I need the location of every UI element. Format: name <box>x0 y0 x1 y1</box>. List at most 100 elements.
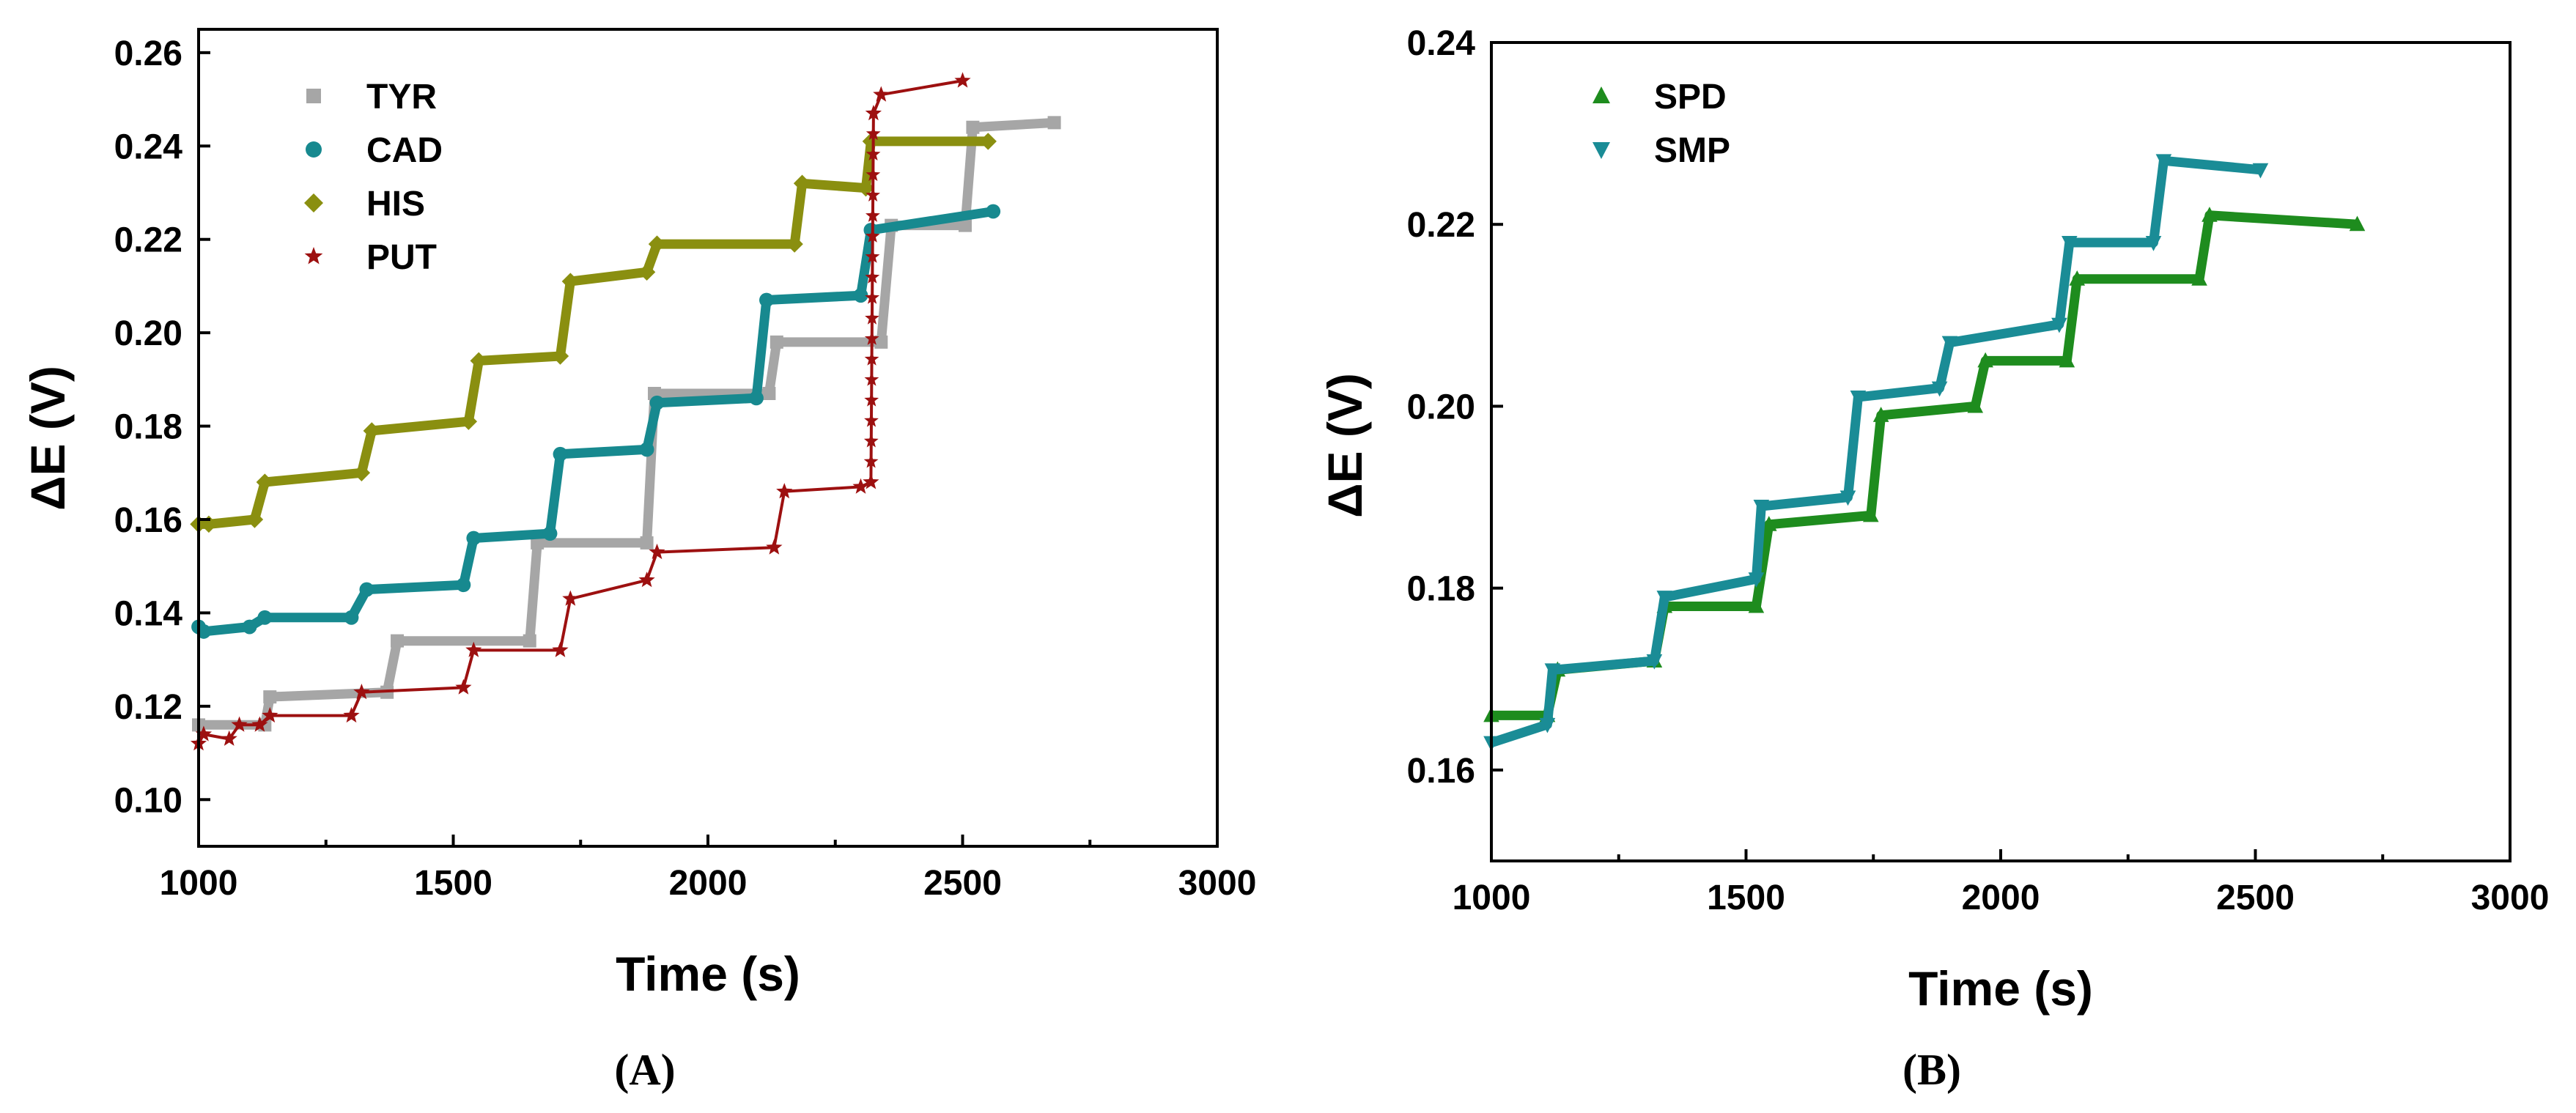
data-point-put <box>866 167 881 181</box>
y-tick-label-a: 0.16 <box>114 501 182 540</box>
data-point-his <box>979 133 997 150</box>
data-point-cad <box>759 292 774 308</box>
data-point-cad <box>542 526 558 541</box>
x-tick-label-a: 1500 <box>414 864 492 903</box>
x-tick-label-a: 2000 <box>669 864 748 903</box>
data-point-smp <box>2145 236 2162 251</box>
data-point-put <box>231 716 248 732</box>
data-point-put <box>866 126 881 141</box>
x-tick-label-b: 1000 <box>1453 879 1531 917</box>
legend-marker-his <box>304 193 323 212</box>
data-point-smp <box>2155 154 2172 170</box>
data-point-spd <box>1872 407 1889 422</box>
data-point-cad <box>242 619 257 635</box>
data-point-tyr <box>640 536 654 550</box>
data-point-put <box>221 730 237 746</box>
data-point-spd <box>1760 516 1777 531</box>
data-point-put <box>852 478 869 494</box>
data-point-his <box>638 263 656 281</box>
legend-item-smp: SMP <box>1593 131 1730 170</box>
data-point-put <box>262 706 278 723</box>
data-point-tyr <box>762 386 776 400</box>
legend-a: TYR CAD HIS PUT <box>304 78 443 277</box>
data-point-put <box>195 725 213 742</box>
data-point-smp <box>2252 163 2269 179</box>
data-point-his <box>561 273 580 290</box>
legend-label-spd: SPD <box>1654 78 1727 117</box>
x-tick-label-b: 1500 <box>1707 879 1785 917</box>
legend-item-his: HIS <box>304 185 425 223</box>
data-point-smp <box>2051 317 2067 333</box>
legend-marker-put <box>304 247 323 265</box>
data-point-cad <box>853 288 868 303</box>
legend-marker-cad <box>306 141 322 158</box>
data-point-put <box>864 351 879 366</box>
data-point-his <box>648 235 666 253</box>
data-point-put <box>865 229 880 243</box>
data-point-spd <box>2191 270 2207 286</box>
data-point-tyr <box>263 690 277 704</box>
data-point-smp <box>1748 572 1765 588</box>
y-tick-label-a: 0.22 <box>114 221 182 260</box>
data-point-his <box>246 511 264 528</box>
data-point-put <box>863 473 879 489</box>
data-point-smp <box>1656 591 1673 606</box>
panel-label-a: (A) <box>614 1046 675 1094</box>
data-point-cad <box>639 442 654 457</box>
y-tick-label-a: 0.12 <box>114 688 182 727</box>
legend-label-cad: CAD <box>366 131 443 170</box>
data-point-put <box>562 590 579 606</box>
data-point-put <box>638 572 655 588</box>
data-point-his <box>551 347 569 365</box>
data-point-put <box>873 86 890 102</box>
data-point-put <box>866 188 880 201</box>
data-point-spd <box>2069 270 2086 286</box>
data-point-smp <box>1753 499 1770 515</box>
plot-area-b <box>1483 154 2366 752</box>
data-point-his <box>470 352 487 370</box>
series-line-put <box>197 79 963 744</box>
legend-b: SPD SMP <box>1593 78 1730 170</box>
data-point-tyr <box>391 634 405 648</box>
data-point-put <box>465 641 482 657</box>
data-point-cad <box>986 204 1001 219</box>
data-point-smp <box>1539 717 1556 733</box>
x-tick-label-a: 3000 <box>1178 864 1257 903</box>
data-point-smp <box>1839 490 1856 506</box>
x-tick-label-b: 2000 <box>1962 879 2040 917</box>
data-point-put <box>866 147 881 160</box>
y-tick-label-b: 0.16 <box>1407 752 1475 791</box>
data-point-spd <box>1977 352 1993 368</box>
legend-label-his: HIS <box>366 185 425 223</box>
data-point-cad <box>257 610 273 625</box>
x-axis-label-b: Time (s) <box>1908 961 2093 1016</box>
data-point-his <box>793 174 811 192</box>
x-tick-label-b: 2500 <box>2216 879 2295 917</box>
data-point-tyr <box>1047 116 1061 130</box>
data-point-put <box>766 539 783 555</box>
data-point-cad <box>344 610 359 625</box>
data-point-spd <box>1748 597 1765 613</box>
data-point-tyr <box>966 120 980 134</box>
y-tick-label-a: 0.20 <box>114 314 182 353</box>
legend-marker-tyr <box>306 89 321 103</box>
x-tick-label-a: 1000 <box>160 864 238 903</box>
data-point-his <box>363 422 380 440</box>
legend-item-put: PUT <box>304 238 437 277</box>
y-tick-label-a: 0.26 <box>114 34 182 73</box>
legend-item-tyr: TYR <box>306 78 437 117</box>
y-tick-label-a: 0.24 <box>114 127 183 166</box>
x-axis-label-a: Time (s) <box>616 947 800 1001</box>
data-point-put <box>863 433 879 448</box>
data-point-put <box>552 641 569 657</box>
data-point-his <box>256 473 274 491</box>
data-point-put <box>954 72 971 88</box>
data-point-put <box>865 105 882 121</box>
y-axis-label-b: ΔE (V) <box>1318 373 1372 518</box>
series-tyr <box>192 116 1061 732</box>
data-point-tyr <box>958 218 972 232</box>
data-point-cad <box>466 530 481 546</box>
data-point-cad <box>553 446 568 462</box>
data-point-cad <box>456 577 471 593</box>
